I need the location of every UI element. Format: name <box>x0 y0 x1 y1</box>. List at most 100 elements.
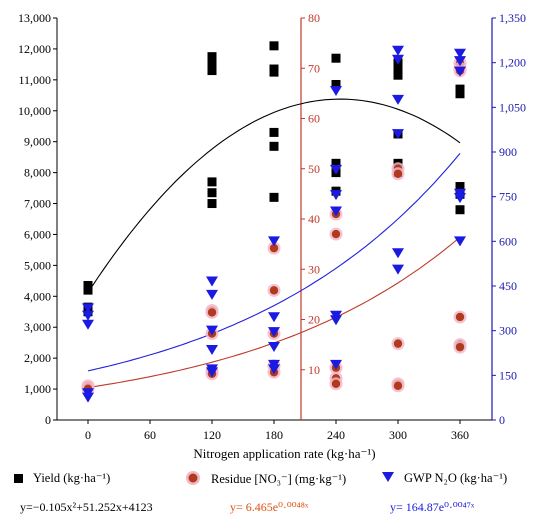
left-tick-label: 13,000 <box>18 11 51 25</box>
residue-point <box>269 243 279 253</box>
residue-point <box>269 286 279 295</box>
yield-point <box>331 53 341 63</box>
circle-marker-icon <box>185 470 201 490</box>
x-tick-label: 0 <box>85 428 91 442</box>
x-axis-label: Nitrogen application rate (kg·ha⁻¹) <box>193 446 375 461</box>
residue-point <box>455 342 465 352</box>
gwp-point <box>454 66 466 77</box>
x-tick-label: 120 <box>203 428 221 442</box>
yield-point <box>83 285 93 295</box>
left-tick-label: 8,000 <box>24 166 51 180</box>
yield-point <box>207 199 217 209</box>
gwp-fit-curve <box>87 153 461 372</box>
left-tick-label: 1,000 <box>24 382 51 396</box>
equation-yield: y=−0.105x²+51.252x+4123 <box>20 500 153 514</box>
gwp-point <box>392 129 404 140</box>
residue-point <box>331 379 341 389</box>
yield-point <box>269 192 279 202</box>
middle-tick-label: 60 <box>308 112 320 126</box>
x-tick-label: 180 <box>265 428 283 442</box>
gwp-point <box>206 325 218 336</box>
gwp-point <box>392 264 404 275</box>
gwp-point <box>268 342 280 353</box>
right-tick-label: 900 <box>499 145 517 159</box>
middle-tick-label: 40 <box>308 212 320 226</box>
gwp-point <box>392 54 404 65</box>
gwp-point <box>206 367 218 378</box>
legend-label: GWP N₂O (kg·ha⁻¹) <box>404 471 508 485</box>
right-tick-label: 600 <box>499 234 517 248</box>
x-tick-label: 360 <box>451 428 469 442</box>
left-tick-label: 11,000 <box>18 73 51 87</box>
yield-point <box>331 158 341 168</box>
gwp-point <box>206 345 218 356</box>
middle-tick-label: 30 <box>308 262 320 276</box>
left-tick-label: 12,000 <box>18 42 51 56</box>
right-tick-label: 750 <box>499 190 517 204</box>
legend-item-yield: Yield (kg·ha⁻¹) <box>14 470 110 487</box>
right-tick-label: 1,200 <box>499 56 526 70</box>
gwp-point <box>454 236 466 247</box>
gwp-point <box>82 303 94 314</box>
gwp-point <box>330 206 342 217</box>
yield-point <box>207 188 217 198</box>
gwp-point <box>392 94 404 105</box>
gwp-point <box>330 190 342 201</box>
gwp-point <box>268 312 280 323</box>
residue-point <box>331 229 341 239</box>
legend-item-residue: Residue [NO₃⁻] (mg·kg⁻¹) <box>185 470 346 490</box>
yield-point <box>269 41 279 51</box>
left-tick-label: 3,000 <box>24 320 51 334</box>
gwp-point <box>82 319 94 330</box>
gwp-point <box>454 48 466 59</box>
residue-point <box>393 339 403 348</box>
x-tick-label: 60 <box>144 428 156 442</box>
square-marker-icon <box>14 472 23 487</box>
left-tick-label: 9,000 <box>24 135 51 149</box>
yield-point <box>207 66 217 76</box>
gwp-point <box>268 236 280 247</box>
yield-point <box>331 79 341 89</box>
right-tick-label: 1,050 <box>499 100 526 114</box>
residue-point <box>455 312 465 322</box>
gwp-point <box>330 359 342 370</box>
left-tick-label: 2,000 <box>24 351 51 365</box>
right-tick-label: 1,350 <box>499 11 526 25</box>
equation-residue: y= 6.465e⁰·⁰⁰⁴⁸ˣ <box>230 500 309 514</box>
yield-fit-curve <box>87 98 461 293</box>
yield-point <box>455 182 465 192</box>
left-tick-label: 6,000 <box>24 227 51 241</box>
middle-tick-label: 70 <box>308 61 320 75</box>
yield-point <box>393 70 403 80</box>
yield-point <box>207 177 217 187</box>
middle-tick-label: 80 <box>308 11 320 25</box>
equation-gwp: y= 164.87e⁰·⁰⁰⁴⁷ˣ <box>390 500 475 514</box>
gwp-point <box>268 327 280 338</box>
gwp-point <box>330 85 342 96</box>
yield-point <box>455 89 465 99</box>
gwp-point <box>268 364 280 375</box>
yield-point <box>83 280 93 290</box>
legend: Yield (kg·ha⁻¹) Residue [NO₃⁻] (mg·kg⁻¹)… <box>0 470 550 492</box>
yield-point <box>207 59 217 69</box>
gwp-point <box>206 289 218 300</box>
left-tick-label: 10,000 <box>18 104 51 118</box>
x-tick-label: 300 <box>389 428 407 442</box>
residue-point <box>393 169 403 178</box>
left-tick-label: 4,000 <box>24 289 51 303</box>
gwp-point <box>454 193 466 204</box>
gwp-point <box>330 164 342 175</box>
gwp-point <box>206 276 218 287</box>
middle-tick-label: 20 <box>308 313 320 327</box>
residue-point <box>393 381 403 391</box>
gwp-point <box>392 248 404 259</box>
right-tick-label: 0 <box>499 413 505 427</box>
right-tick-label: 450 <box>499 279 517 293</box>
triangle-marker-icon <box>382 471 394 487</box>
yield-point <box>269 127 279 137</box>
left-tick-label: 0 <box>45 413 51 427</box>
yield-point <box>269 67 279 77</box>
yield-point <box>455 84 465 94</box>
right-tick-label: 150 <box>499 368 517 382</box>
